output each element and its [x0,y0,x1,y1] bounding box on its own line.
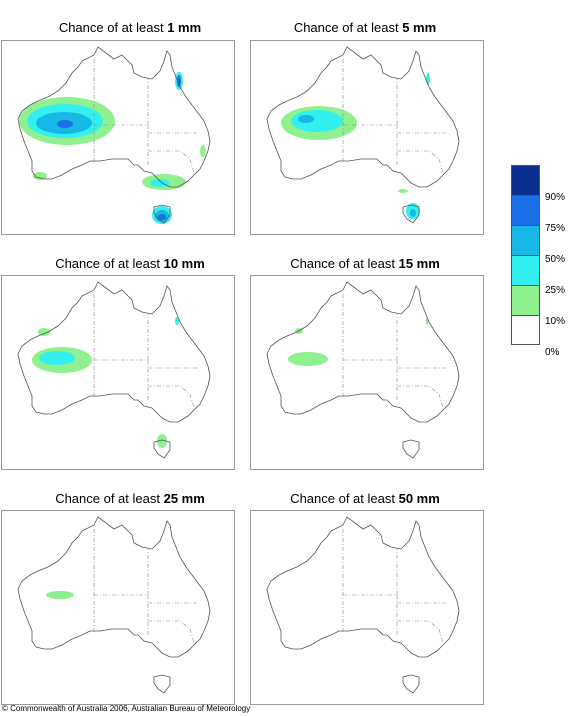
rain-overlay-15mm [288,318,429,366]
tasmania-outline [402,439,420,459]
coastline [17,46,211,188]
state-border [397,150,444,174]
panel-title-5mm: Chance of at least 5 mm [293,20,437,35]
panel-title-1mm: Chance of at least 1 mm [58,20,202,35]
map-panel-10mm [1,275,235,470]
australia-map-15mm [266,281,460,459]
coastline [266,46,460,188]
legend-swatch-25 [511,255,540,285]
legend-label-10: 10% [545,316,566,327]
panel-title-10mm: Chance of at least 10 mm [55,256,205,271]
tasmania-outline [402,674,420,694]
legend-label-75: 75% [545,223,566,234]
panel-title-15mm: Chance of at least 15 mm [290,256,440,271]
state-border [148,385,195,409]
map-panel-5mm [250,40,484,235]
legend-label-50: 50% [545,254,566,265]
map-panel-25mm [1,510,235,705]
rain-overlay-5mm [281,73,430,219]
state-border [148,150,195,174]
legend-swatch-90 [511,165,540,195]
legend-label-0: 0% [545,347,560,358]
panel-title-50mm: Chance of at least 50 mm [290,491,440,506]
australia-map-10mm [17,281,211,459]
map-panel-1mm [1,40,235,235]
state-border [148,620,195,644]
probability-legend: 90% 75% 50% 25% 10% 0% [511,165,565,358]
tasmania-outline [153,674,171,694]
coastline [266,281,460,423]
tasmania-outline [153,204,171,224]
state-border [397,620,444,644]
australia-map-50mm [266,516,460,694]
legend-swatch-50 [511,225,540,255]
map-panel-50mm [250,510,484,705]
map-panel-15mm [250,275,484,470]
legend-swatch-75 [511,195,540,225]
coastline [17,516,211,658]
rain-overlay-1mm [19,72,206,224]
state-border [397,385,444,409]
rain-overlay-25mm [46,591,74,599]
legend-swatch-10 [511,285,540,315]
legend-label-25: 25% [545,285,566,296]
copyright-footer: © Commonwealth of Australia 2006, Austra… [2,704,251,713]
legend-swatch-0 [511,315,540,345]
tasmania-outline [153,439,171,459]
australia-map-1mm [17,46,211,224]
australia-map-25mm [17,516,211,694]
coastline [17,281,211,423]
panel-title-25mm: Chance of at least 25 mm [55,491,205,506]
australia-map-5mm [266,46,460,224]
legend-label-90: 90% [545,192,566,203]
rain-overlay-10mm [32,317,179,448]
tasmania-outline [402,204,420,224]
coastline [266,516,460,658]
